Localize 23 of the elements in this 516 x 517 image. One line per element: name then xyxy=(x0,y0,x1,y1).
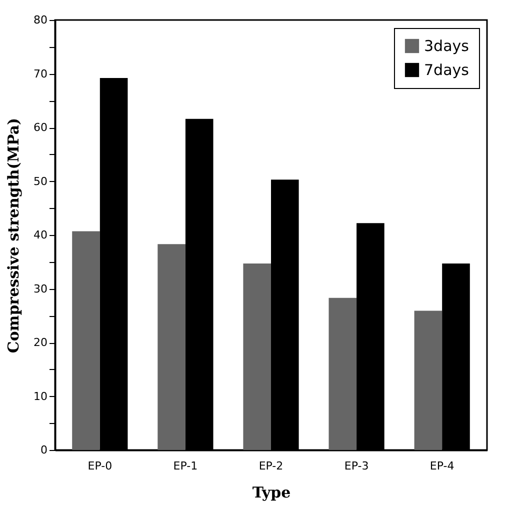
bar xyxy=(328,298,357,450)
y-tick-label: 20 xyxy=(34,336,48,349)
bar xyxy=(243,263,271,450)
y-tick-label: 40 xyxy=(34,228,48,242)
x-tick-label: EP-3 xyxy=(344,460,369,472)
x-axis-title: Type xyxy=(252,484,291,502)
y-tick-label: 0 xyxy=(40,444,48,456)
y-tick-label: 50 xyxy=(34,174,48,188)
y-axis-title: Compressive strength(MPa) xyxy=(4,118,23,354)
legend-label: 3days xyxy=(424,37,470,55)
x-tick-label: EP-0 xyxy=(88,460,112,472)
y-tick-label: 60 xyxy=(34,121,48,134)
y-tick-label: 10 xyxy=(34,390,48,403)
x-tick-label: EP-2 xyxy=(258,460,284,472)
bar xyxy=(414,310,442,450)
x-tick-label: EP-4 xyxy=(430,460,454,472)
y-tick-label: 70 xyxy=(34,67,48,80)
x-tick-label: EP-1 xyxy=(173,460,198,472)
y-tick-label: 80 xyxy=(34,14,48,26)
bar xyxy=(72,231,100,450)
bar xyxy=(158,244,186,450)
legend-label: 7days xyxy=(424,61,470,79)
y-tick-label: 30 xyxy=(34,282,48,296)
